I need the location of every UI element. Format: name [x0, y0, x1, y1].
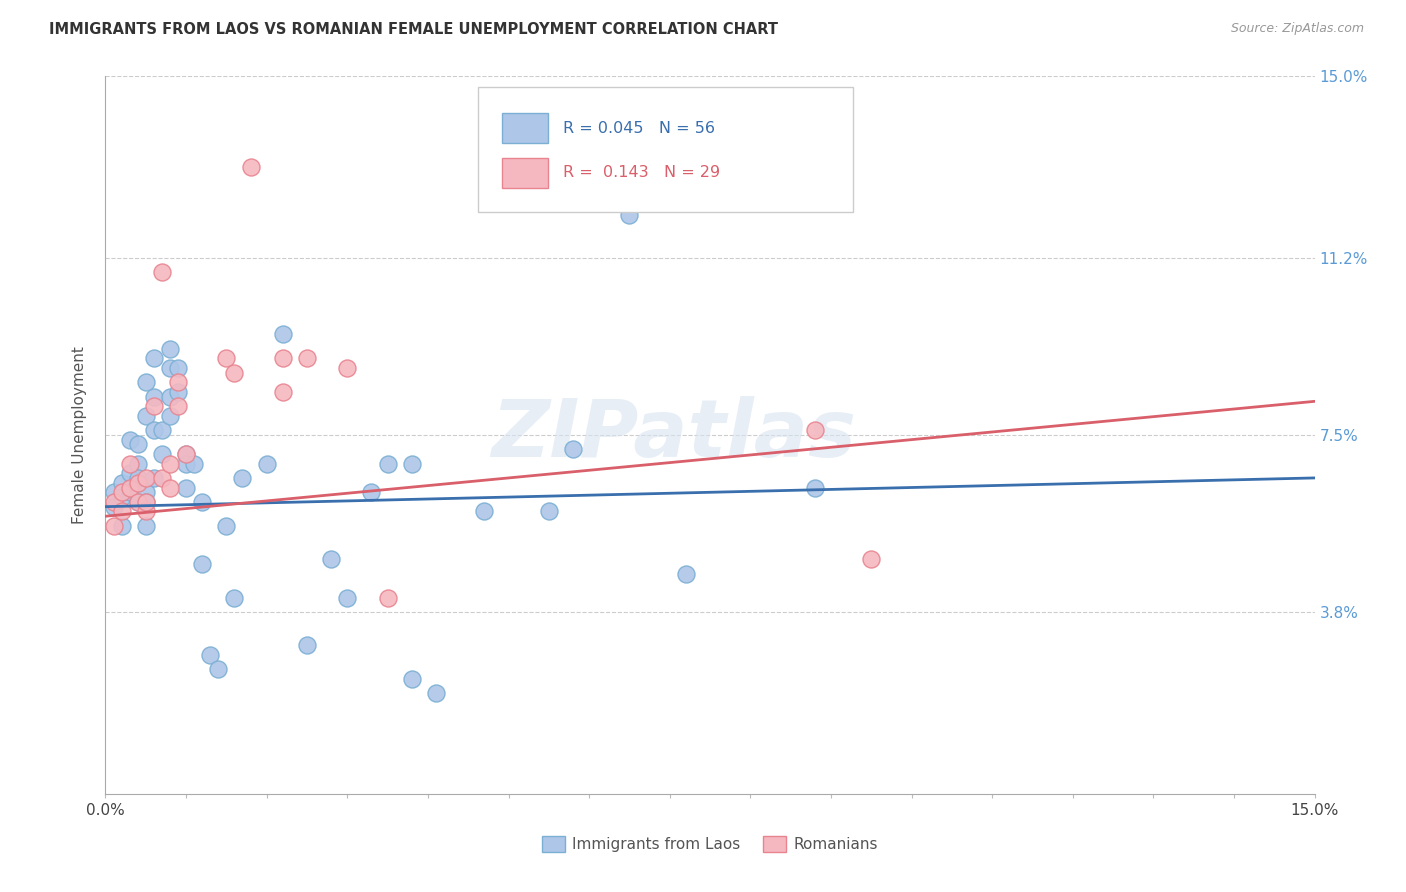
Point — [239, 160, 262, 174]
Point — [159, 390, 181, 404]
Point — [135, 495, 157, 509]
Point — [174, 447, 197, 461]
Point — [224, 366, 246, 380]
Point — [183, 457, 205, 471]
Point — [127, 457, 149, 471]
Point — [167, 375, 190, 389]
Point — [159, 342, 181, 356]
Point — [191, 557, 214, 571]
Point — [118, 433, 141, 447]
Point — [207, 662, 229, 676]
Point — [142, 399, 165, 413]
Point — [150, 265, 173, 279]
Point — [224, 591, 246, 605]
Point — [110, 518, 132, 533]
Point — [295, 351, 318, 366]
Point — [271, 384, 294, 399]
Y-axis label: Female Unemployment: Female Unemployment — [72, 346, 87, 524]
Point — [675, 566, 697, 581]
Point — [135, 375, 157, 389]
Point — [295, 639, 318, 653]
Point — [159, 481, 181, 495]
Point — [118, 481, 141, 495]
Point — [401, 672, 423, 686]
Point — [150, 471, 173, 485]
FancyBboxPatch shape — [502, 113, 548, 144]
Point — [336, 360, 359, 375]
Point — [142, 351, 165, 366]
Point — [135, 504, 157, 518]
Point — [174, 481, 197, 495]
Point — [215, 351, 238, 366]
Point — [110, 504, 132, 518]
Point — [401, 457, 423, 471]
Point — [103, 518, 125, 533]
Point — [118, 466, 141, 480]
Point — [256, 457, 278, 471]
Point — [142, 423, 165, 437]
Point — [110, 490, 132, 504]
Point — [271, 327, 294, 342]
Point — [537, 504, 560, 518]
Point — [127, 437, 149, 451]
Point — [150, 423, 173, 437]
Point — [135, 471, 157, 485]
Text: Source: ZipAtlas.com: Source: ZipAtlas.com — [1230, 22, 1364, 36]
Point — [150, 447, 173, 461]
Point — [215, 518, 238, 533]
Point — [321, 552, 343, 566]
Point — [200, 648, 222, 662]
Point — [860, 552, 883, 566]
Point — [127, 475, 149, 490]
Point — [167, 384, 190, 399]
Point — [377, 591, 399, 605]
Point — [377, 457, 399, 471]
Point — [118, 457, 141, 471]
Point — [135, 495, 157, 509]
FancyBboxPatch shape — [478, 87, 852, 212]
Point — [142, 471, 165, 485]
Point — [103, 495, 125, 509]
Point — [472, 504, 495, 518]
Point — [360, 485, 382, 500]
Point — [103, 485, 125, 500]
Text: R =  0.143   N = 29: R = 0.143 N = 29 — [562, 165, 720, 180]
Point — [110, 475, 132, 490]
Point — [127, 495, 149, 509]
Point — [135, 485, 157, 500]
Point — [271, 351, 294, 366]
Point — [159, 360, 181, 375]
Text: IMMIGRANTS FROM LAOS VS ROMANIAN FEMALE UNEMPLOYMENT CORRELATION CHART: IMMIGRANTS FROM LAOS VS ROMANIAN FEMALE … — [49, 22, 778, 37]
Point — [619, 208, 641, 222]
Text: R = 0.045   N = 56: R = 0.045 N = 56 — [562, 120, 714, 136]
Point — [159, 457, 181, 471]
Point — [191, 495, 214, 509]
Point — [562, 442, 585, 457]
Text: ZIPatlas: ZIPatlas — [491, 396, 856, 474]
Point — [167, 360, 190, 375]
Point — [135, 409, 157, 423]
Point — [231, 471, 253, 485]
Point — [159, 409, 181, 423]
Legend: Immigrants from Laos, Romanians: Immigrants from Laos, Romanians — [536, 830, 884, 858]
Point — [127, 495, 149, 509]
Point — [142, 390, 165, 404]
Point — [804, 481, 827, 495]
Point — [135, 518, 157, 533]
Point — [804, 423, 827, 437]
Point — [167, 399, 190, 413]
Point — [336, 591, 359, 605]
Point — [174, 457, 197, 471]
Point — [127, 471, 149, 485]
Point — [174, 447, 197, 461]
Point — [118, 485, 141, 500]
FancyBboxPatch shape — [502, 158, 548, 188]
Point — [425, 686, 447, 700]
Point — [103, 500, 125, 514]
Point — [110, 485, 132, 500]
